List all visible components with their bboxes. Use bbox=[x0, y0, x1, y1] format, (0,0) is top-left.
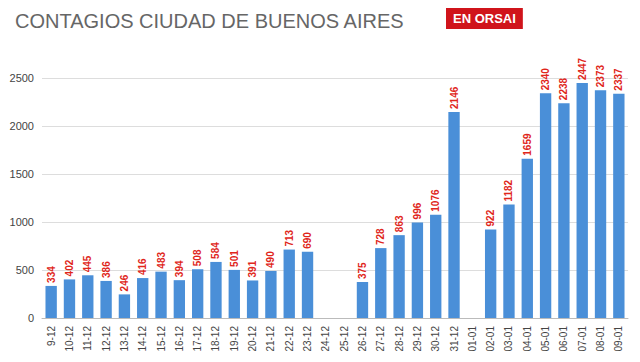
svg-text:996: 996 bbox=[412, 202, 423, 219]
svg-text:16-12: 16-12 bbox=[174, 326, 185, 352]
svg-text:2340: 2340 bbox=[540, 68, 551, 91]
svg-text:14-12: 14-12 bbox=[137, 326, 148, 352]
svg-text:394: 394 bbox=[174, 260, 185, 277]
svg-text:04-01: 04-01 bbox=[522, 326, 533, 352]
svg-text:0: 0 bbox=[28, 312, 34, 324]
svg-text:25-12: 25-12 bbox=[339, 326, 350, 352]
svg-text:1000: 1000 bbox=[10, 216, 34, 228]
svg-text:2373: 2373 bbox=[595, 65, 606, 88]
svg-text:05-01: 05-01 bbox=[540, 326, 551, 352]
svg-text:06-01: 06-01 bbox=[558, 326, 569, 352]
svg-text:9-12: 9-12 bbox=[46, 326, 57, 346]
svg-text:375: 375 bbox=[357, 262, 368, 279]
svg-text:28-12: 28-12 bbox=[394, 326, 405, 352]
svg-text:11-12: 11-12 bbox=[82, 326, 93, 351]
svg-text:15-12: 15-12 bbox=[156, 326, 167, 352]
svg-text:18-12: 18-12 bbox=[210, 326, 221, 352]
svg-text:2000: 2000 bbox=[10, 120, 34, 132]
svg-text:02-01: 02-01 bbox=[485, 326, 496, 352]
svg-text:07-01: 07-01 bbox=[577, 326, 588, 352]
svg-text:1076: 1076 bbox=[430, 189, 441, 212]
svg-text:500: 500 bbox=[16, 264, 34, 276]
svg-text:EN ORSAI: EN ORSAI bbox=[453, 11, 516, 26]
svg-text:21-12: 21-12 bbox=[265, 326, 276, 352]
svg-text:09-01: 09-01 bbox=[613, 326, 624, 352]
svg-text:27-12: 27-12 bbox=[375, 326, 386, 352]
svg-text:20-12: 20-12 bbox=[247, 326, 258, 352]
svg-text:12-12: 12-12 bbox=[101, 326, 112, 352]
svg-text:445: 445 bbox=[82, 255, 93, 272]
svg-text:728: 728 bbox=[375, 228, 386, 245]
svg-text:26-12: 26-12 bbox=[357, 326, 368, 352]
svg-text:1500: 1500 bbox=[10, 168, 34, 180]
svg-text:501: 501 bbox=[229, 250, 240, 267]
svg-text:483: 483 bbox=[156, 252, 167, 269]
svg-text:10-12: 10-12 bbox=[64, 326, 75, 352]
svg-text:17-12: 17-12 bbox=[192, 326, 203, 352]
svg-text:490: 490 bbox=[265, 251, 276, 268]
svg-text:CONTAGIOS CIUDAD DE BUENOS AIR: CONTAGIOS CIUDAD DE BUENOS AIRES bbox=[15, 10, 404, 32]
svg-text:24-12: 24-12 bbox=[320, 326, 331, 352]
svg-text:863: 863 bbox=[394, 215, 405, 232]
svg-text:416: 416 bbox=[137, 258, 148, 275]
svg-text:584: 584 bbox=[210, 242, 221, 259]
svg-text:22-12: 22-12 bbox=[284, 326, 295, 352]
svg-text:391: 391 bbox=[247, 260, 258, 277]
svg-text:2500: 2500 bbox=[10, 72, 34, 84]
svg-text:2337: 2337 bbox=[613, 68, 624, 91]
svg-text:2238: 2238 bbox=[558, 77, 569, 100]
svg-text:1182: 1182 bbox=[503, 179, 514, 201]
svg-text:1659: 1659 bbox=[522, 133, 533, 156]
svg-text:2146: 2146 bbox=[449, 86, 460, 109]
svg-text:23-12: 23-12 bbox=[302, 326, 313, 352]
svg-text:03-01: 03-01 bbox=[503, 326, 514, 352]
svg-text:31-12: 31-12 bbox=[449, 326, 460, 352]
svg-text:508: 508 bbox=[192, 249, 203, 266]
svg-text:246: 246 bbox=[119, 274, 130, 291]
svg-text:690: 690 bbox=[302, 232, 313, 249]
svg-text:08-01: 08-01 bbox=[595, 326, 606, 352]
svg-text:2447: 2447 bbox=[577, 57, 588, 80]
svg-text:19-12: 19-12 bbox=[229, 326, 240, 352]
svg-text:30-12: 30-12 bbox=[430, 326, 441, 352]
svg-text:334: 334 bbox=[46, 266, 57, 283]
svg-text:386: 386 bbox=[101, 261, 112, 278]
svg-text:01-01: 01-01 bbox=[467, 326, 478, 352]
svg-text:713: 713 bbox=[284, 229, 295, 246]
svg-text:29-12: 29-12 bbox=[412, 326, 423, 352]
svg-text:402: 402 bbox=[64, 259, 75, 276]
svg-text:922: 922 bbox=[485, 209, 496, 226]
svg-text:13-12: 13-12 bbox=[119, 326, 130, 352]
